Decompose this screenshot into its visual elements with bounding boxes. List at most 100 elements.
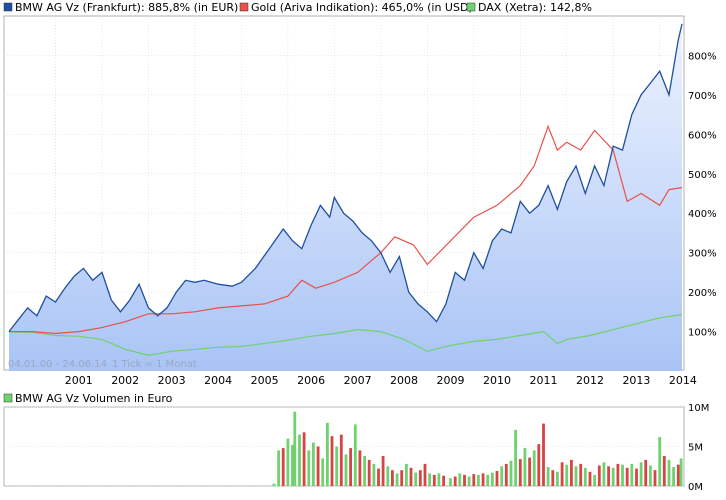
volume-bar [528,457,531,486]
main-y-axis-ticks: 100% 200% 300% 400% 500% 600% 700% 800% [688,51,717,338]
volume-bar [560,462,564,486]
main-x-tick-label: 2001 [65,374,93,387]
volume-bars [272,411,683,487]
volume-bar [477,474,480,486]
volume-bar [514,429,517,486]
main-x-tick-label: 2004 [204,374,232,387]
volume-bar [428,473,431,486]
legend: BMW AG Vz (Frankfurt): 885,8% (in EUR) G… [3,1,592,14]
dax-series-line [8,314,683,356]
volume-bar [437,473,441,486]
volume-bar [381,456,385,486]
main-x-tick-label: 2006 [297,374,325,387]
volume-bar [481,473,485,486]
main-y-tick-label: 300% [688,249,717,260]
volume-bar [658,437,662,486]
volume-bar [532,450,536,486]
volume-bar [546,467,550,486]
volume-bar [551,470,555,486]
volume-bar [353,424,357,486]
volume-bar [372,463,376,486]
volume-bar [330,436,334,486]
gold-series-line [9,124,683,335]
volume-bar [504,463,508,486]
volume-panel: BMW AG Vz Volumen in Euro 0M 5M 10M [3,392,709,493]
volume-bar [293,411,297,486]
volume-bar [281,448,285,486]
volume-bar [593,474,596,486]
bmw-series-line [8,23,683,333]
volume-bar [570,459,573,486]
volume-bar [639,462,643,486]
main-y-tick-label: 800% [688,51,717,62]
volume-bar [523,448,527,486]
volume-bar [679,458,683,486]
volume-bar [432,474,436,486]
volume-bar [607,466,610,487]
volume-bar [472,474,476,486]
volume-y-tick-label: 10M [688,403,709,414]
volume-bar [442,475,445,486]
volume-bar [574,466,578,487]
volume-bar [414,472,418,486]
volume-bar [363,456,366,486]
volume-bar [556,471,559,486]
volume-bar [326,422,329,486]
volume-bar [588,471,592,486]
volume-bar [565,464,569,486]
main-x-tick-label: 2014 [669,374,697,387]
volume-bar [621,464,624,486]
volume-bar [277,450,280,486]
volume-bar [358,450,362,486]
legend-label-dax: DAX (Xetra): 142,8% [478,1,592,14]
volume-bar [302,432,306,486]
volume-bar [486,474,490,486]
main-x-tick-label: 2009 [437,374,465,387]
range-note: 04.01.00 - 24.06.14 [8,359,107,370]
main-y-tick-label: 200% [688,288,717,299]
volume-bar [321,458,325,486]
volume-bar [391,470,394,486]
volume-legend-label: BMW AG Vz Volumen in Euro [15,392,173,405]
volume-bar [316,446,320,486]
volume-bar [395,473,399,486]
volume-bar [597,465,601,486]
volume-bar [467,476,471,486]
legend-swatch-gold [239,2,249,12]
main-x-tick-label: 2008 [390,374,418,387]
volume-y-tick-label: 0M [688,482,703,493]
volume-bar [344,454,348,486]
main-x-tick-label: 2007 [344,374,372,387]
volume-bar [463,474,466,486]
main-x-tick-label: 2013 [622,374,650,387]
main-x-tick-label: 2010 [483,374,511,387]
volume-y-axis-ticks: 0M 5M 10M [688,403,709,493]
main-panel: 100%200%300%400%500%600%700%800% 2001 200… [3,15,717,387]
volume-bar [409,467,413,486]
main-x-tick-label: 2003 [158,374,186,387]
volume-bar [418,470,422,486]
volume-bar [272,483,276,486]
volume-bar [583,467,587,486]
volume-bar [377,468,380,486]
volume-bar [625,467,629,486]
main-y-tick-label: 400% [688,209,717,220]
tick-note: 1 Tick = 1 Monat [112,359,197,370]
volume-bar [644,459,648,486]
main-y-tick-label: 500% [688,170,717,181]
volume-bar [630,463,634,486]
legend-label-bmw: BMW AG Vz (Frankfurt): 885,8% (in EUR) [15,1,238,14]
volume-bar [672,467,675,486]
main-y-tick-label: 100% [688,328,717,339]
volume-bar [458,473,462,486]
volume-bar [616,463,620,486]
legend-label-gold: Gold (Ariva Indikation): 465,0% (in USD) [251,1,473,14]
volume-bar [542,423,545,486]
volume-bar [649,465,652,486]
volume-bar [291,444,294,486]
volume-bar [339,434,343,486]
volume-bar [611,467,615,486]
legend-swatch-dax [466,2,476,12]
volume-bar [662,456,666,486]
volume-bar [537,444,541,486]
